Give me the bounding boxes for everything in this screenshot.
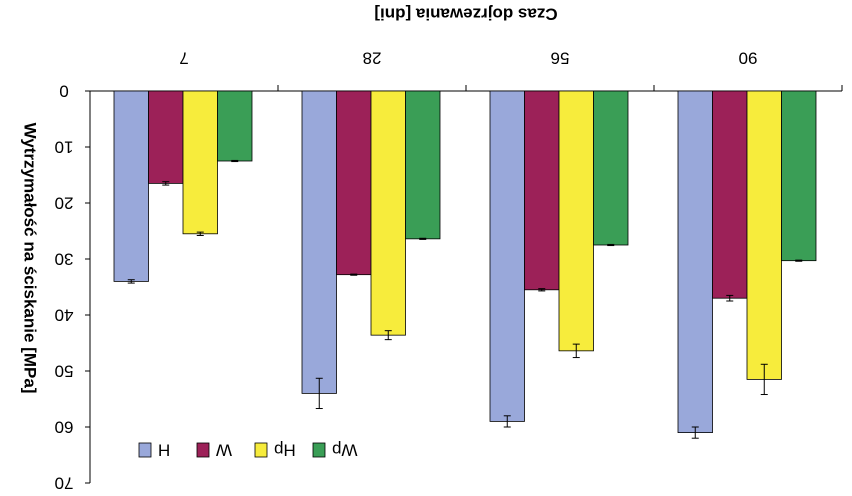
x-axis-title: Czas dojrzewania [dni]	[374, 5, 557, 24]
bar	[524, 90, 560, 291]
legend-label: Hp	[274, 441, 296, 460]
legend-swatch	[138, 442, 152, 458]
bar	[712, 90, 748, 299]
bar	[746, 90, 782, 380]
x-tick-label: 56	[551, 49, 570, 68]
legend-label: H	[158, 441, 170, 460]
y-tick-label: 20	[55, 194, 74, 213]
y-tick-label: 40	[55, 306, 74, 325]
x-tick-label: 7	[179, 49, 188, 68]
y-tick-label: 50	[55, 362, 74, 381]
bar	[593, 90, 629, 246]
y-tick-label: 70	[55, 474, 74, 493]
y-tick-label: 10	[55, 138, 74, 157]
bar	[558, 90, 594, 352]
legend-label: W	[216, 441, 232, 460]
bar	[677, 90, 713, 434]
legend-swatch	[312, 442, 326, 458]
y-tick-label: 0	[59, 82, 68, 101]
legend-swatch	[254, 442, 268, 458]
bar	[370, 90, 406, 336]
y-axis-title: Wytrzymałość na ściskanie [MPa]	[21, 123, 40, 394]
legend-label: Wp	[332, 441, 358, 460]
y-tick-label: 60	[55, 418, 74, 437]
bar	[489, 90, 525, 422]
legend-swatch	[196, 442, 210, 458]
bar	[113, 90, 149, 282]
bar	[301, 90, 337, 394]
bar	[182, 90, 218, 235]
bar	[781, 90, 817, 262]
bar	[405, 90, 441, 240]
bar	[217, 90, 253, 162]
y-tick-label: 30	[55, 250, 74, 269]
x-tick-label: 28	[363, 49, 382, 68]
x-tick-label: 90	[739, 49, 758, 68]
bar	[148, 90, 184, 184]
bar	[336, 90, 372, 276]
